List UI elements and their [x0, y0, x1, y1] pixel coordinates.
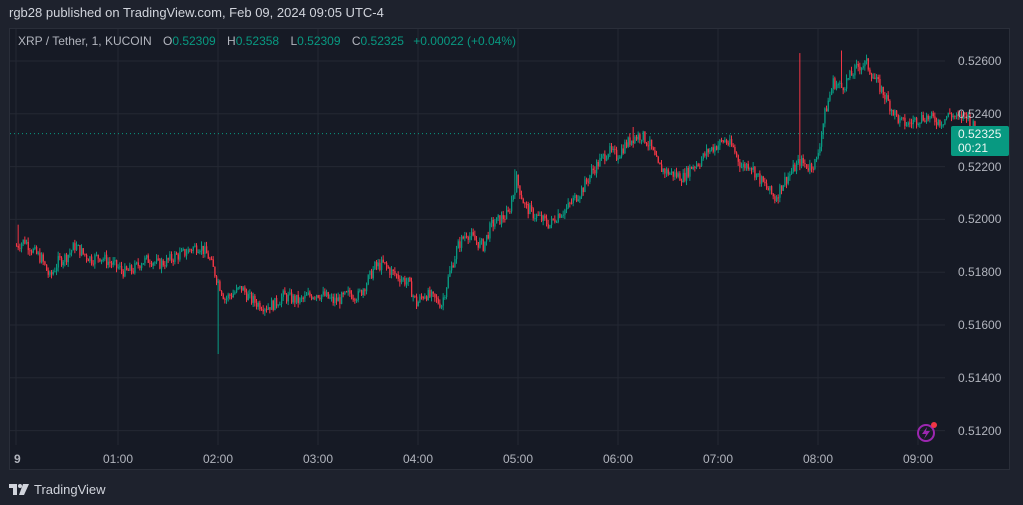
- published-line: rgb28 published on TradingView.com, Feb …: [9, 5, 384, 20]
- low-key: L: [290, 34, 298, 48]
- open-key: O: [162, 34, 173, 48]
- footer-brand: TradingView: [9, 482, 106, 497]
- change-value: +0.00022 (+0.04%): [413, 34, 517, 48]
- brand-name: TradingView: [34, 482, 106, 497]
- price-tick-label: 0.52000: [958, 212, 1002, 227]
- time-tick-label: 09:00: [902, 452, 934, 466]
- time-tick-label: 08:00: [802, 452, 834, 466]
- time-tick-label: 03:00: [302, 452, 334, 466]
- price-tick-label: 0.52200: [958, 159, 1002, 174]
- time-tick-label: 04:00: [402, 452, 434, 466]
- tradingview-logo-icon: [9, 484, 29, 495]
- close-value: 0.52325: [360, 34, 404, 48]
- last-price-value: 0.52325: [958, 126, 1002, 141]
- price-tick-label: 0.52600: [958, 54, 1002, 68]
- time-tick-label: 02:00: [202, 452, 234, 466]
- bar-countdown: 00:21: [958, 140, 989, 155]
- time-tick-label: 07:00: [702, 452, 734, 466]
- price-tick-label: 0.51200: [958, 423, 1002, 438]
- price-tick-label: 0.51600: [958, 318, 1002, 332]
- high-key: H: [227, 34, 236, 48]
- time-tick-label: 06:00: [602, 452, 634, 466]
- chart-panel[interactable]: [9, 28, 1010, 470]
- alert-lightning-icon[interactable]: [917, 422, 937, 442]
- price-tick-label: 0.52400: [958, 106, 1002, 121]
- time-tick-label: 01:00: [102, 452, 134, 466]
- low-value: 0.52309: [297, 34, 341, 48]
- symbol-name[interactable]: XRP / Tether, 1, KUCOIN: [18, 34, 152, 48]
- close-key: C: [351, 34, 361, 48]
- price-tick-label: 0.51400: [958, 370, 1002, 385]
- notification-dot-icon: [931, 422, 937, 428]
- open-value: 0.52309: [172, 34, 216, 48]
- time-tick-label: 05:00: [502, 452, 534, 466]
- last-price-label: 0.52325 00:21: [951, 125, 1009, 156]
- high-value: 0.52358: [235, 34, 280, 48]
- price-tick-label: 0.51800: [958, 265, 1002, 280]
- time-tick-label: 9: [14, 452, 21, 466]
- symbol-legend: XRP / Tether, 1, KUCOIN O0.52309 H0.5235…: [18, 34, 516, 48]
